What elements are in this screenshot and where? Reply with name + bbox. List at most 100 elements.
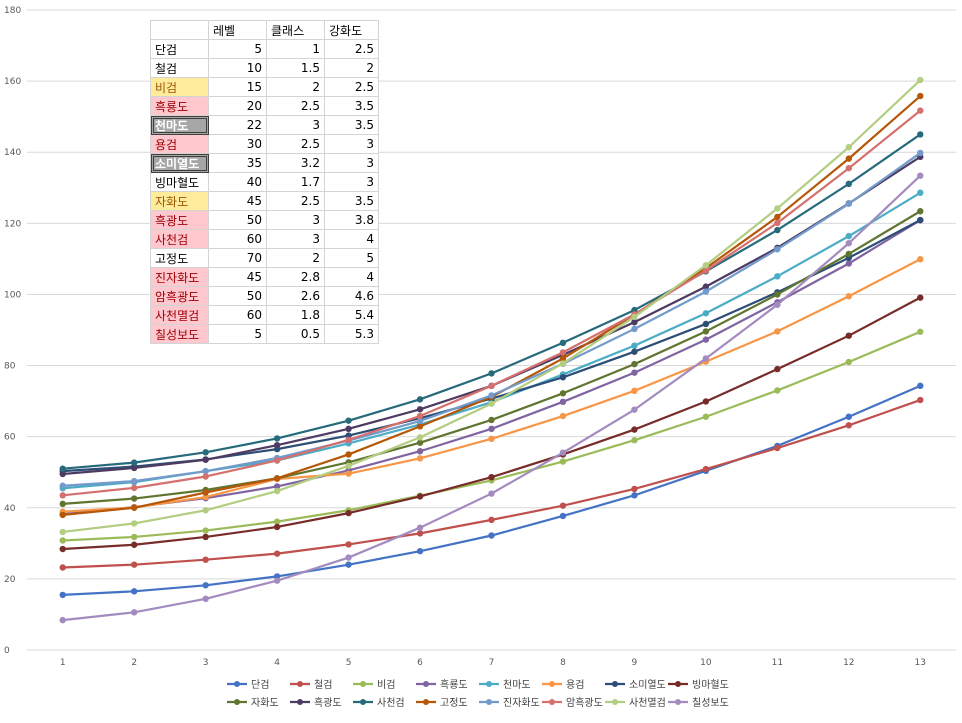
data-point [917, 216, 924, 224]
level-cell[interactable]: 60 [208, 305, 267, 325]
level-cell[interactable]: 50 [208, 286, 267, 306]
enhance-cell[interactable]: 4 [324, 229, 379, 249]
class-cell[interactable]: 2 [266, 248, 325, 268]
weapon-name-cell[interactable]: 천마도 [150, 115, 209, 135]
data-point [845, 232, 853, 240]
class-cell[interactable]: 1 [266, 39, 325, 59]
y-axis-tick-labels: 0 20 40 60 80 100 120 140 160 180 [4, 6, 21, 656]
level-cell[interactable]: 50 [208, 210, 267, 230]
data-point [559, 449, 567, 456]
weapon-name-cell[interactable]: 진자화도 [150, 267, 209, 287]
class-cell[interactable]: 2.6 [266, 286, 325, 306]
data-point [345, 417, 352, 424]
enhance-cell[interactable]: 3.5 [324, 191, 379, 211]
enhance-cell[interactable]: 3.5 [324, 115, 379, 135]
class-cell[interactable]: 3.2 [266, 153, 325, 173]
weapon-name-cell[interactable]: 단검 [150, 39, 209, 59]
table-row: 철검 10 1.5 2 [150, 58, 379, 78]
enhance-cell[interactable]: 2 [324, 58, 379, 78]
data-point [559, 412, 567, 420]
data-point [559, 502, 567, 509]
data-point [130, 484, 138, 492]
class-cell[interactable]: 3 [266, 229, 325, 249]
weapon-name-cell[interactable]: 흑광도 [150, 210, 209, 230]
enhance-cell[interactable]: 4 [324, 267, 379, 287]
level-cell[interactable]: 10 [208, 58, 267, 78]
level-cell[interactable]: 45 [208, 267, 267, 287]
data-point [345, 462, 352, 470]
weapon-name-cell[interactable]: 철검 [150, 58, 209, 78]
data-point [774, 205, 781, 212]
weapon-name-cell[interactable]: 소미열도 [150, 153, 209, 173]
legend-item: 단검 [227, 679, 269, 691]
level-cell[interactable]: 35 [208, 153, 267, 173]
data-point [273, 483, 281, 490]
data-point [845, 422, 853, 429]
enhance-cell[interactable]: 5 [324, 248, 379, 268]
class-cell[interactable]: 2.5 [266, 96, 325, 116]
data-point [345, 470, 352, 477]
x-tick-label: 3 [203, 658, 209, 668]
legend-marker-icon [297, 699, 303, 705]
weapon-name-cell[interactable]: 칠성보도 [150, 324, 209, 344]
level-cell[interactable]: 22 [208, 115, 267, 135]
data-point [59, 482, 66, 489]
level-cell[interactable]: 40 [208, 172, 267, 192]
enhance-cell[interactable]: 3 [324, 172, 379, 192]
enhance-cell[interactable]: 2.5 [324, 39, 379, 59]
level-cell[interactable]: 70 [208, 248, 267, 268]
level-cell[interactable]: 20 [208, 96, 267, 116]
table-header-cell: 레벨 [208, 20, 267, 40]
weapon-name-cell[interactable]: 비검 [150, 77, 209, 97]
level-cell[interactable]: 60 [208, 229, 267, 249]
weapon-name-cell[interactable]: 사천멸검 [150, 305, 209, 325]
weapon-name-cell[interactable]: 자화도 [150, 191, 209, 211]
x-tick-label: 5 [346, 658, 352, 668]
class-cell[interactable]: 1.8 [266, 305, 325, 325]
class-cell[interactable]: 3 [266, 115, 325, 135]
data-point [702, 262, 710, 269]
legend-item: 철검 [290, 679, 332, 691]
data-point [202, 489, 209, 496]
x-tick-label: 7 [489, 658, 495, 668]
class-cell[interactable]: 2.8 [266, 267, 325, 287]
data-point [416, 493, 424, 500]
enhance-cell[interactable]: 3 [324, 153, 379, 173]
level-cell[interactable]: 5 [208, 39, 267, 59]
weapon-name-cell[interactable]: 용검 [150, 134, 209, 154]
weapon-name-cell[interactable]: 흑룡도 [150, 96, 209, 116]
class-cell[interactable]: 1.5 [266, 58, 325, 78]
weapon-name-cell[interactable]: 사천검 [150, 229, 209, 249]
level-cell[interactable]: 5 [208, 324, 267, 344]
class-cell[interactable]: 1.7 [266, 172, 325, 192]
legend-label: 사천검 [377, 697, 405, 709]
class-cell[interactable]: 3 [266, 210, 325, 230]
weapon-name-cell[interactable]: 빙마혈도 [150, 172, 209, 192]
class-cell[interactable]: 2 [266, 77, 325, 97]
class-cell[interactable]: 2.5 [266, 134, 325, 154]
enhance-cell[interactable]: 4.6 [324, 286, 379, 306]
data-point [273, 487, 281, 495]
enhance-cell[interactable]: 3 [324, 134, 379, 154]
level-cell[interactable]: 30 [208, 134, 267, 154]
data-point [631, 492, 638, 499]
weapon-name-cell[interactable]: 고정도 [150, 248, 209, 268]
legend-label: 칠성보도 [692, 697, 729, 709]
weapon-name-cell[interactable]: 암흑광도 [150, 286, 209, 306]
data-point [130, 561, 138, 568]
legend-item: 용검 [542, 679, 584, 691]
data-point [202, 467, 209, 475]
enhance-cell[interactable]: 3.8 [324, 210, 379, 230]
data-point [345, 561, 352, 568]
enhance-cell[interactable]: 5.4 [324, 305, 379, 325]
class-cell[interactable]: 2.5 [266, 191, 325, 211]
enhance-cell[interactable]: 2.5 [324, 77, 379, 97]
level-cell[interactable]: 15 [208, 77, 267, 97]
level-cell[interactable]: 45 [208, 191, 267, 211]
data-point [774, 328, 781, 335]
enhance-cell[interactable]: 5.3 [324, 324, 379, 344]
enhance-cell[interactable]: 3.5 [324, 96, 379, 116]
class-cell[interactable]: 0.5 [266, 324, 325, 344]
